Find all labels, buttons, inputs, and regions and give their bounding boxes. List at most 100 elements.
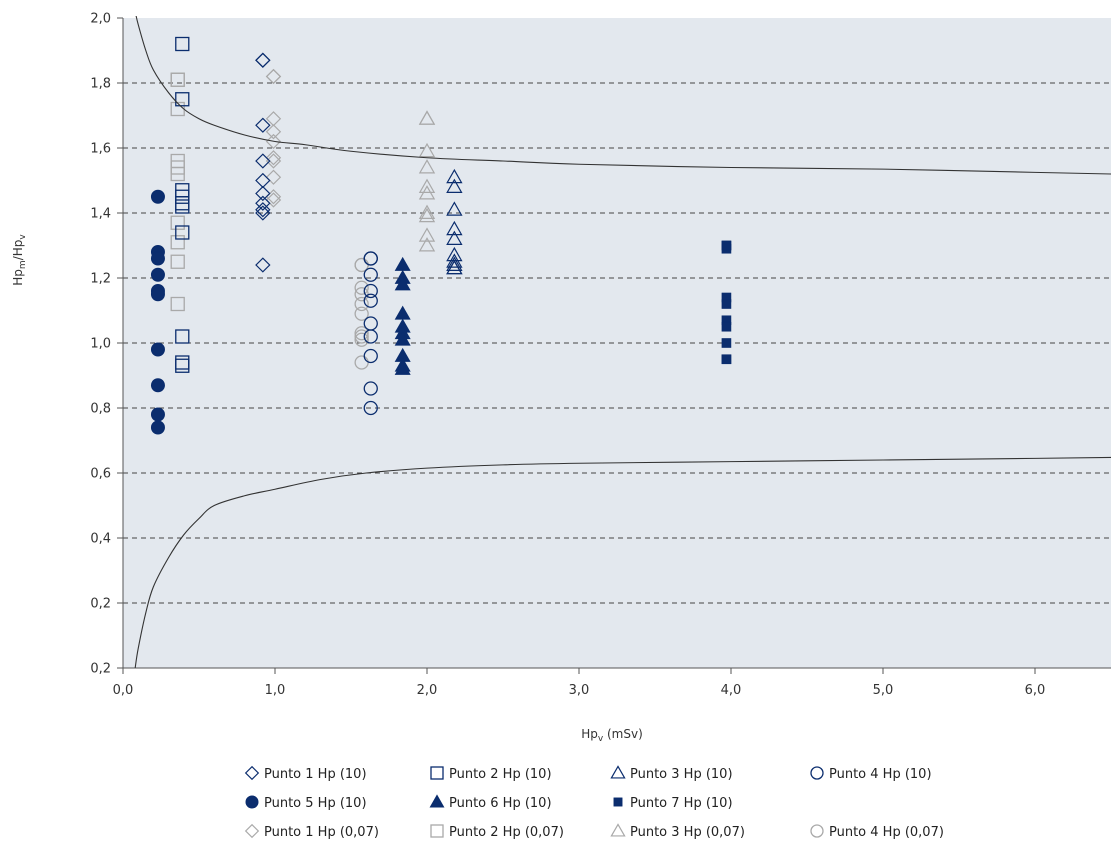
y-tick-label-8: 1,6 [90,142,111,157]
legend: Punto 1 Hp (10) Punto 2 Hp (10) Punto 3 Hp… [244,765,944,840]
point-8-5 [170,215,185,230]
y-tick-label-2: 0,4 [90,532,111,547]
x-tick-label-2: 2,0 [417,683,438,698]
point-8-4 [170,166,185,182]
point-7-4 [265,150,282,166]
y-tick-label-9: 1,8 [90,77,111,92]
x-tick-label-1: 1,0 [265,683,286,698]
point-2-7 [446,256,463,271]
series-9 [418,110,436,252]
legend-label-7: Punto 1 Hp (0,07) [264,825,379,840]
series-4 [150,189,165,435]
point-6-9 [721,354,732,365]
point-2-9 [446,259,463,275]
point-0-2 [255,153,271,169]
legend-label-1: Punto 2 Hp (10) [449,767,552,782]
point-0-6 [255,202,271,218]
point-8-9 [170,72,185,87]
point-6-6 [721,338,732,348]
point-9-4 [418,185,436,200]
point-4-6 [150,342,165,357]
x-tick-label-4: 4,0 [721,683,742,698]
point-6-5 [721,321,732,332]
y-tick-label-1: 0,2 [90,597,111,612]
legend-item-10: Punto 4 Hp (0,07) [810,824,944,840]
x-tick-label-6: 6,0 [1025,683,1046,698]
point-10-5 [354,326,369,341]
legend-marker-6 [613,797,623,807]
point-3-5 [363,329,378,344]
point-10-6 [354,329,369,344]
point-5-6 [394,331,411,346]
legend-marker-1 [430,766,444,780]
point-3-1 [363,267,378,282]
y-label-sep: /Hp [11,240,25,261]
point-0-9 [255,52,271,68]
series-0 [255,52,271,273]
point-0-5 [255,195,271,211]
legend-item-8: Punto 2 Hp (0,07) [430,824,564,840]
point-9-2 [418,159,436,174]
point-9-3 [418,178,436,193]
y-label-sub1: m [18,260,28,269]
point-1-0 [175,36,190,52]
y-label-sub2: v [18,234,28,240]
series-7 [265,68,282,208]
point-7-8 [265,192,282,208]
y-tick-label-7: 1,4 [90,207,111,222]
legend-label-10: Punto 4 Hp (0,07) [829,825,944,840]
legend-marker-4 [245,795,259,809]
x-tick-label-0: 0,0 [113,683,134,698]
plot-area [123,18,1111,668]
y-axis-label: Hpm/Hpv [11,234,28,286]
point-8-8 [170,296,185,312]
legend-label-4: Punto 5 Hp (10) [264,796,367,811]
point-9-7 [418,227,436,242]
legend-label-8: Punto 2 Hp (0,07) [449,825,564,840]
point-4-7 [150,378,165,393]
point-2-6 [446,253,463,268]
point-9-6 [418,207,436,223]
point-1-6 [175,225,190,240]
y-tick-label-10: 2,0 [90,12,111,27]
point-6-3 [721,299,732,309]
point-4-0 [150,189,165,204]
legend-label-6: Punto 7 Hp (10) [630,796,733,811]
point-4-5 [150,287,165,302]
point-2-3 [446,220,463,236]
x-label-sub: v [598,734,604,744]
legend-marker-7 [244,823,260,839]
point-2-1 [446,178,463,193]
x-label-unit: (mSv) [603,727,643,741]
point-1-1 [175,92,190,107]
point-8-6 [170,235,185,250]
series-6 [721,240,732,365]
point-3-9 [363,251,378,266]
limit-curves [134,16,1111,668]
legend-item-6: Punto 7 Hp (10) [613,796,733,811]
point-7-2 [265,124,282,140]
point-7-3 [265,133,282,150]
point-3-2 [363,283,378,299]
legend-label-5: Punto 6 Hp (10) [449,796,552,811]
legend-item-5: Punto 6 Hp (10) [429,794,552,811]
x-tick-label-5: 5,0 [873,683,894,698]
point-3-7 [363,381,378,396]
point-0-1 [255,117,271,133]
legend-marker-9 [610,823,626,837]
legend-marker-0 [244,765,260,781]
point-10-7 [354,332,369,347]
point-9-8 [418,237,436,252]
curve-upper [135,16,1111,175]
legend-label-0: Punto 1 Hp (10) [264,767,367,782]
y-tick-label-3: 0,6 [90,467,111,482]
legend-marker-2 [610,765,626,779]
legend-marker-10 [810,824,824,838]
x-axis-label: Hpv (mSv) [581,727,643,744]
series-5 [394,256,411,375]
y-tick-label-6: 1,2 [90,272,111,287]
point-3-8 [363,400,378,416]
point-8-7 [170,254,185,269]
point-6-8 [721,240,732,251]
